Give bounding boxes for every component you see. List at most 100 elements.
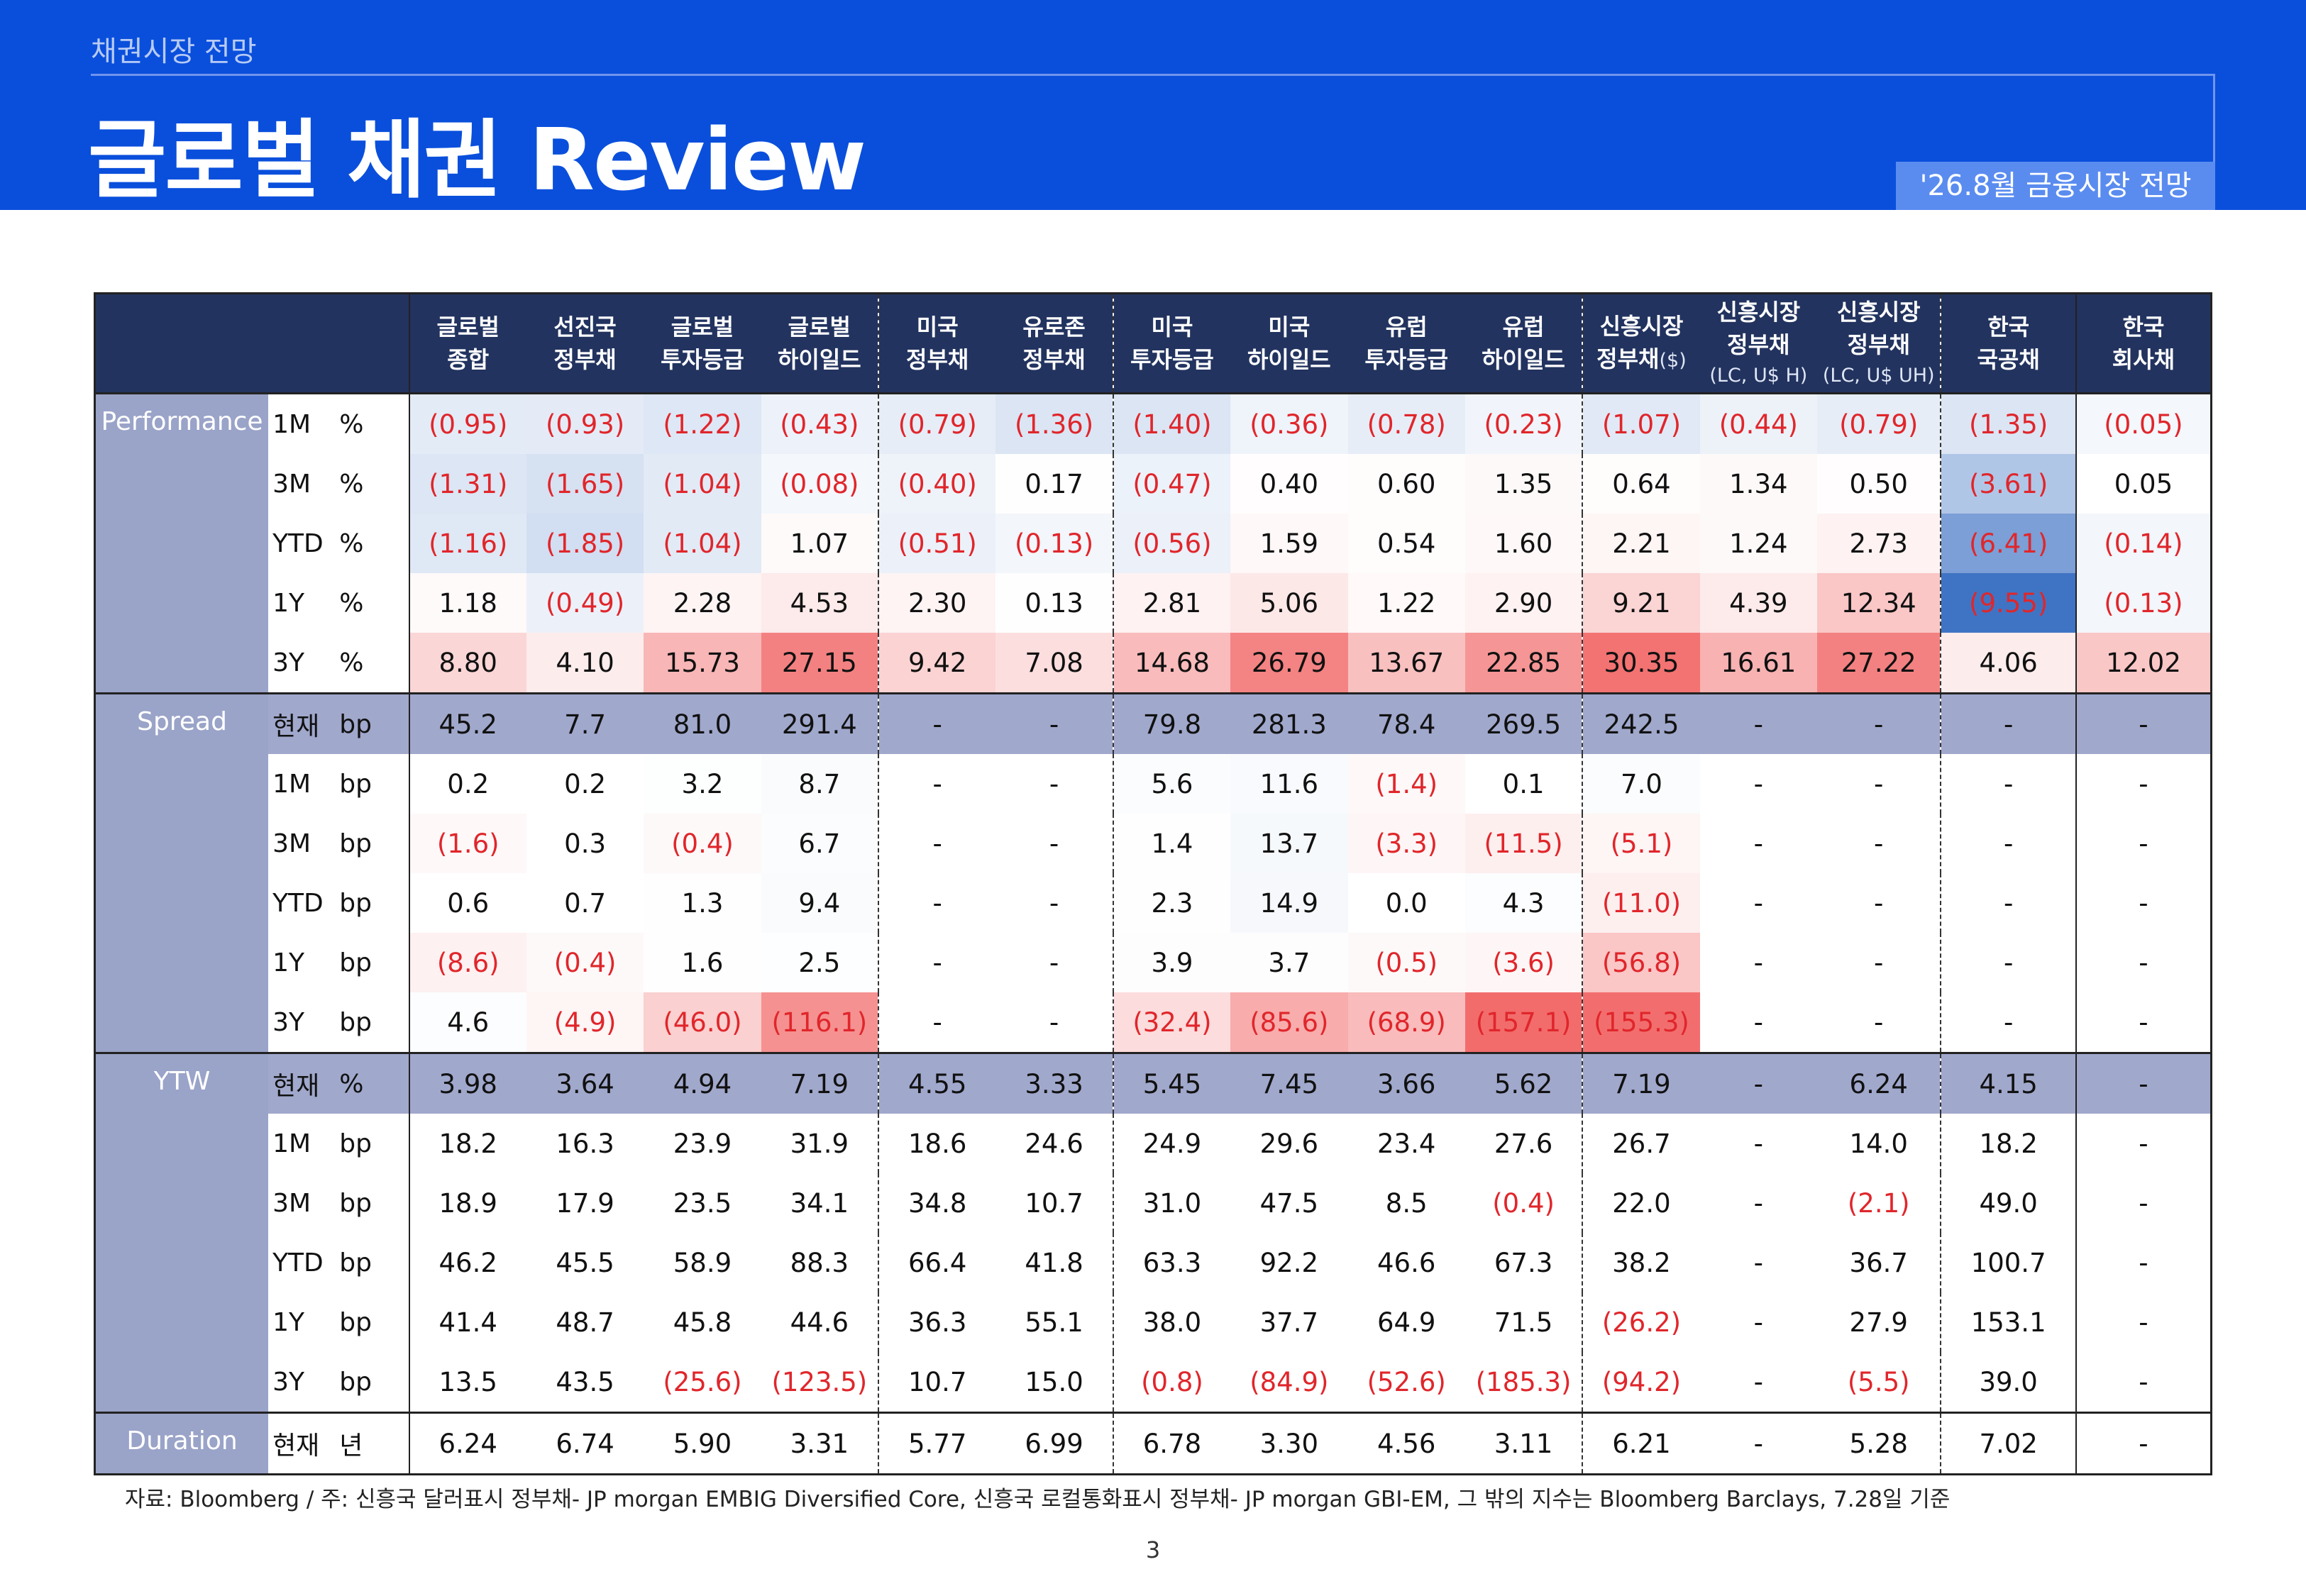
column-header-line1: 선진국	[553, 314, 617, 340]
value-cell: (0.79)	[1817, 392, 1941, 454]
column-header: 미국 투자등급	[1112, 293, 1231, 394]
value-cell: 4.10	[526, 633, 644, 694]
value-cell: (25.6)	[663, 1366, 742, 1397]
value-cell: 63.3	[1112, 1233, 1231, 1292]
value-cell: -	[1874, 828, 1884, 859]
unit-label: %	[339, 588, 364, 618]
value-cell: -	[1049, 887, 1059, 919]
value-cell: (0.93)	[526, 392, 644, 454]
value-cell: -	[1049, 1007, 1059, 1038]
value-cell: 47.5	[1259, 1187, 1319, 1219]
column-header-line1: 한국	[2122, 314, 2165, 340]
table-row: 3M bp (1.6) 0.3 (0.4) 6.7- -1.4 13.7 (3.3) (11.5)…	[95, 814, 2212, 873]
value-cell: 29.6	[1259, 1128, 1319, 1159]
value-cell: 2.30	[878, 573, 996, 633]
table-row: YTD% (1.16) (1.85) (1.04) 1.07 (0.51) (0.13) (0…	[95, 514, 2212, 573]
value-cell: 9.21	[1582, 573, 1700, 633]
value-cell: -	[878, 992, 996, 1053]
value-cell: -	[995, 692, 1113, 754]
value-cell: (0.4)	[526, 933, 644, 992]
value-cell: 5.6	[1112, 754, 1231, 814]
value-cell: 3.31	[761, 1412, 879, 1475]
period-label: 1M	[268, 392, 337, 454]
period-label: 현재	[268, 1052, 337, 1114]
period-label: YTD	[272, 528, 324, 558]
value-cell: -	[2075, 814, 2212, 873]
value-cell: (1.4)	[1347, 754, 1465, 814]
value-cell: -	[1753, 947, 1764, 978]
value-cell: -	[2075, 992, 2212, 1053]
table-row: 3M% (1.31) (1.65) (1.04) (0.08) (0.40) 0.17 (0.…	[95, 454, 2212, 514]
value-cell: -	[1874, 887, 1884, 919]
value-cell: 6.99	[995, 1412, 1113, 1475]
value-cell: 6.21	[1582, 1412, 1700, 1475]
value-cell: 269.5	[1464, 692, 1583, 754]
value-cell: 3.11	[1464, 1412, 1583, 1475]
value-cell: (1.04)	[644, 514, 761, 573]
value-cell: 55.1	[1025, 1307, 1083, 1338]
value-cell: 6.78	[1112, 1412, 1231, 1475]
unit-label: %	[336, 1052, 409, 1114]
value-cell: 3.98	[408, 1052, 526, 1114]
value-cell: -	[2075, 754, 2212, 814]
unit-label: %	[339, 528, 364, 558]
column-header: 유럽 하이일드	[1464, 293, 1583, 394]
value-cell: 9.4	[761, 873, 879, 933]
value-cell: 92.2	[1259, 1247, 1319, 1278]
value-cell: (0.8)	[1112, 1352, 1231, 1413]
value-cell: -	[1753, 1007, 1764, 1038]
value-cell: 3.30	[1230, 1412, 1348, 1475]
column-header-line2: 정부채	[1847, 331, 1910, 358]
value-cell: 23.4	[1377, 1128, 1436, 1159]
value-cell: 79.8	[1112, 692, 1231, 754]
value-cell: 0.3	[526, 814, 644, 873]
value-cell: 24.6	[1025, 1128, 1083, 1159]
value-cell: -	[878, 754, 996, 814]
value-cell: -	[2075, 933, 2212, 992]
column-header: 신흥시장 정부채 (LC, U$ H)	[1699, 293, 1818, 394]
value-cell: 1.34	[1699, 454, 1818, 514]
value-cell: (0.79)	[878, 392, 996, 454]
table-row: Spread 현재 bp 45.2 7.7 81.0 291.4- -79.8 281.3 78.…	[94, 692, 2212, 1053]
value-cell: 49.0	[1940, 1173, 2076, 1233]
value-cell: 88.3	[790, 1247, 849, 1278]
unit-label: %	[339, 648, 364, 677]
column-header-line2: 하이일드	[1247, 346, 1331, 373]
value-cell: 5.28	[1817, 1412, 1941, 1475]
value-cell: 3.33	[995, 1052, 1113, 1114]
value-cell: 45.5	[556, 1247, 614, 1278]
value-cell: 12.34	[1817, 573, 1941, 633]
bond-review-table: 글로벌 종합 선진국 정부채 글로벌 투자등급 글로벌 하이일드 미국 정부채 유로존 정부채 미국 투자…	[94, 292, 2212, 1475]
value-cell: 78.4	[1347, 692, 1465, 754]
value-cell: 281.3	[1230, 692, 1348, 754]
value-cell: 4.06	[1940, 633, 2076, 694]
column-header: 선진국 정부채	[526, 293, 644, 394]
column-header-line1: 신흥시장	[1836, 299, 1921, 326]
value-cell: (1.04)	[644, 454, 761, 514]
value-cell: -	[878, 692, 996, 754]
table-row: 1Y% 1.18 (0.49) 2.28 4.53 2.30 0.13 2.81 5.06 1.2…	[95, 573, 2212, 633]
value-cell: -	[1940, 873, 2076, 933]
value-cell: 6.7	[761, 814, 879, 873]
value-cell: 37.7	[1259, 1307, 1319, 1338]
column-header-line1: 유럽	[1502, 314, 1545, 340]
value-cell: (1.6)	[408, 814, 526, 873]
value-cell: 0.40	[1230, 454, 1348, 514]
value-cell: (3.3)	[1347, 814, 1465, 873]
value-cell: -	[1940, 992, 2076, 1053]
value-cell: 7.7	[526, 692, 644, 754]
page-number: 3	[1145, 1536, 1161, 1563]
value-cell: (5.5)	[1847, 1366, 1910, 1397]
column-header-line2: 투자등급	[1130, 346, 1214, 373]
column-header: 미국 하이일드	[1230, 293, 1348, 394]
period-label: 3M	[272, 469, 311, 499]
value-cell: (0.51)	[878, 514, 996, 573]
value-cell: 14.9	[1230, 873, 1348, 933]
value-cell: 36.3	[878, 1292, 996, 1352]
value-cell: 12.02	[2075, 633, 2212, 694]
value-cell: 7.0	[1582, 754, 1700, 814]
column-header-line1: 글로벌	[671, 314, 734, 340]
column-header: 신흥시장 정부채 (LC, U$ UH)	[1817, 293, 1941, 394]
value-cell: (1.07)	[1582, 392, 1700, 454]
value-cell: 64.9	[1377, 1307, 1436, 1338]
